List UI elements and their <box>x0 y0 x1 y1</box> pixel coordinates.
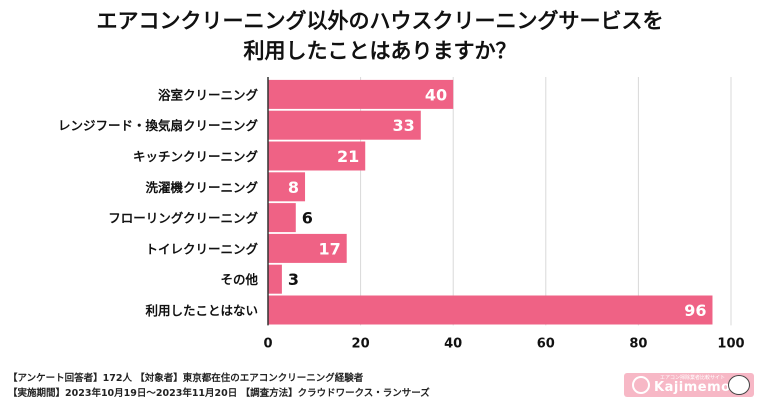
bar-2 <box>268 141 366 171</box>
category-label: キッチンクリーニング <box>133 149 259 164</box>
kajimemo-logo: エアコン掃除業者比較サイト Kajimemo <box>624 373 754 397</box>
bar-0 <box>268 79 454 109</box>
value-label: 21 <box>337 147 359 166</box>
x-tick-label: 100 <box>717 336 744 351</box>
category-label: 洗濯機クリーニング <box>145 180 258 195</box>
category-label: 浴室クリーニング <box>158 87 259 102</box>
chart-title-line1: エアコンクリーニング以外のハウスクリーニングサービスを <box>96 9 664 33</box>
category-label: トイレクリーニング <box>145 241 258 256</box>
bar-6 <box>268 264 282 294</box>
value-label: 3 <box>288 270 299 289</box>
bar-5 <box>268 233 347 263</box>
category-label: 利用したことはない <box>145 303 258 318</box>
value-label: 8 <box>288 178 299 197</box>
x-tick-label: 80 <box>629 336 647 351</box>
logo-ring-icon <box>632 376 650 394</box>
bar-4 <box>268 203 296 233</box>
category-label: レンジフード・換気扇クリーニング <box>58 118 259 133</box>
chart-title: エアコンクリーニング以外のハウスクリーニングサービスを 利用したことはありますか… <box>0 6 760 66</box>
survey-respondents-note: 【アンケート回答者】172人 【対象者】東京都在住のエアコンクリーニング経験者 <box>8 373 364 384</box>
x-tick-label: 40 <box>444 336 462 351</box>
x-tick-label: 20 <box>352 336 370 351</box>
value-label: 6 <box>302 209 313 228</box>
logo-subtitle: エアコン掃除業者比較サイト <box>660 375 726 381</box>
bar-7 <box>268 295 713 325</box>
logo-wordmark: Kajimemo <box>654 380 731 395</box>
chart-title-line2: 利用したことはありますか？ <box>243 39 517 63</box>
x-tick-label: 60 <box>537 336 555 351</box>
value-label: 17 <box>318 239 340 258</box>
value-label: 96 <box>684 301 706 320</box>
value-label: 40 <box>425 85 447 104</box>
survey-period-method-note: 【実施期間】2023年10月19日～2023年11月20日 【調査方法】クラウド… <box>8 388 430 399</box>
value-label: 33 <box>393 116 415 135</box>
category-label: フローリングクリーニング <box>108 211 258 226</box>
sheep-mascot-icon <box>728 375 750 395</box>
x-tick-label: 0 <box>263 336 272 351</box>
category-label: その他 <box>220 272 258 287</box>
bar-3 <box>268 172 306 202</box>
bar-1 <box>268 110 421 140</box>
